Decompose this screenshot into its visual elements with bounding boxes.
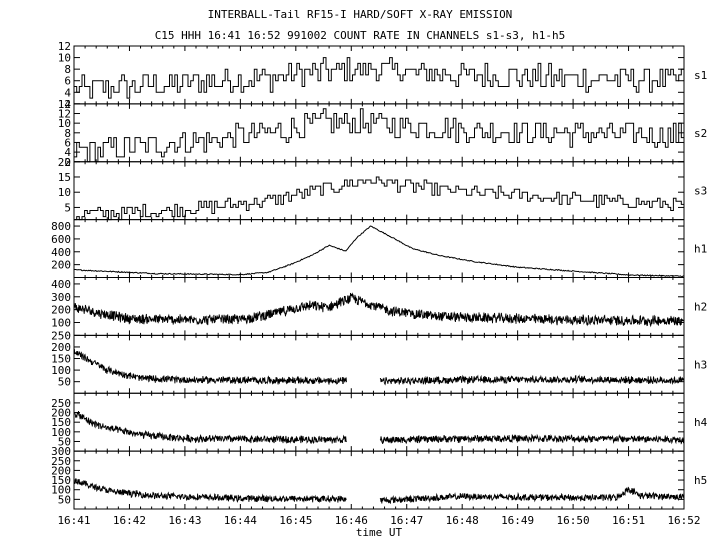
x-tick-label: 16:43 <box>168 514 201 527</box>
series-line-h3 <box>73 348 685 386</box>
series-label-s1: s1 <box>694 69 707 82</box>
series-label-h5: h5 <box>694 474 707 487</box>
y-tick-label-s1: 12 <box>58 40 71 53</box>
y-tick-label-h5: 100 <box>51 484 71 497</box>
y-tick-label-s1: 4 <box>64 86 71 99</box>
y-tick-label-h1: 200 <box>51 259 71 272</box>
series-line-s2 <box>74 108 684 163</box>
y-tick-label-h2: 400 <box>51 278 71 291</box>
y-tick-label-h5: 250 <box>51 455 71 468</box>
y-tick-label-s3: 10 <box>58 186 71 199</box>
y-tick-label-h4: 150 <box>51 416 71 429</box>
x-tick-label: 16:42 <box>113 514 146 527</box>
y-tick-label-s1: 6 <box>64 75 71 88</box>
y-tick-label-h4: 100 <box>51 426 71 439</box>
y-tick-label-s2: 10 <box>58 117 71 130</box>
series-line-h4 <box>73 411 685 445</box>
y-tick-label-h5: 300 <box>51 445 71 458</box>
y-tick-label-h3: 200 <box>51 341 71 354</box>
y-tick-label-s2: 8 <box>64 127 71 140</box>
series-label-h1: h1 <box>694 243 707 256</box>
y-tick-label-s3: 5 <box>64 201 71 214</box>
y-tick-label-h4: 200 <box>51 407 71 420</box>
y-tick-label-h1: 600 <box>51 233 71 246</box>
x-axis-label: time UT <box>356 526 403 539</box>
y-tick-label-s1: 8 <box>64 63 71 76</box>
y-tick-label-s2: 6 <box>64 136 71 149</box>
y-tick-label-s2: 14 <box>58 98 72 111</box>
series-line-h2 <box>73 292 685 328</box>
x-tick-label: 16:44 <box>224 514 257 527</box>
y-tick-label-h5: 150 <box>51 474 71 487</box>
panel-frame-h3 <box>73 334 685 394</box>
series-line-h1 <box>73 225 685 278</box>
y-tick-label-h1: 400 <box>51 246 71 259</box>
series-label-h3: h3 <box>694 358 707 371</box>
y-tick-label-s3: 20 <box>58 156 71 169</box>
x-tick-label: 16:50 <box>557 514 590 527</box>
y-tick-label-h5: 200 <box>51 464 71 477</box>
x-tick-label: 16:49 <box>501 514 534 527</box>
y-tick-label-h2: 300 <box>51 291 71 304</box>
y-tick-label-h4: 250 <box>51 397 71 410</box>
x-tick-label: 16:51 <box>612 514 645 527</box>
x-tick-label: 16:52 <box>667 514 700 527</box>
series-line-h5 <box>73 478 685 505</box>
y-tick-label-h2: 100 <box>51 317 71 330</box>
y-tick-label-s1: 10 <box>58 52 71 65</box>
y-tick-label-s2: 12 <box>58 108 71 121</box>
y-tick-label-h3: 50 <box>58 376 71 389</box>
chart-subtitle: C15 HHH 16:41 16:52 991002 COUNT RATE IN… <box>154 29 566 42</box>
series-line-s3 <box>74 176 684 221</box>
x-tick-label: 16:47 <box>390 514 423 527</box>
panel-frame-h1 <box>73 219 685 278</box>
y-tick-label-h3: 250 <box>51 329 71 342</box>
panel-frame-h4 <box>73 392 685 452</box>
x-tick-label: 16:48 <box>446 514 479 527</box>
series-label-h4: h4 <box>694 416 708 429</box>
y-tick-label-s2: 2 <box>64 156 71 169</box>
y-tick-label-h1: 800 <box>51 220 71 233</box>
series-line-s1 <box>74 57 684 99</box>
y-tick-label-h5: 50 <box>58 493 71 506</box>
series-label-h2: h2 <box>694 300 707 313</box>
y-tick-label-h3: 150 <box>51 353 71 366</box>
y-tick-label-s2: 4 <box>64 146 71 159</box>
panel-frame-h5 <box>73 450 685 510</box>
series-label-s3: s3 <box>694 185 707 198</box>
y-tick-label-h2: 200 <box>51 304 71 317</box>
chart-title: INTERBALL-Tail RF15-I HARD/SOFT X-RAY EM… <box>207 8 513 21</box>
series-label-s2: s2 <box>694 127 707 140</box>
x-tick-label: 16:46 <box>335 514 368 527</box>
y-tick-label-s1: 2 <box>64 98 71 111</box>
x-tick-label: 16:45 <box>279 514 312 527</box>
x-tick-label: 16:41 <box>57 514 90 527</box>
y-tick-label-h3: 100 <box>51 364 71 377</box>
y-tick-label-s3: 15 <box>58 171 71 184</box>
y-tick-label-h4: 50 <box>58 435 71 448</box>
